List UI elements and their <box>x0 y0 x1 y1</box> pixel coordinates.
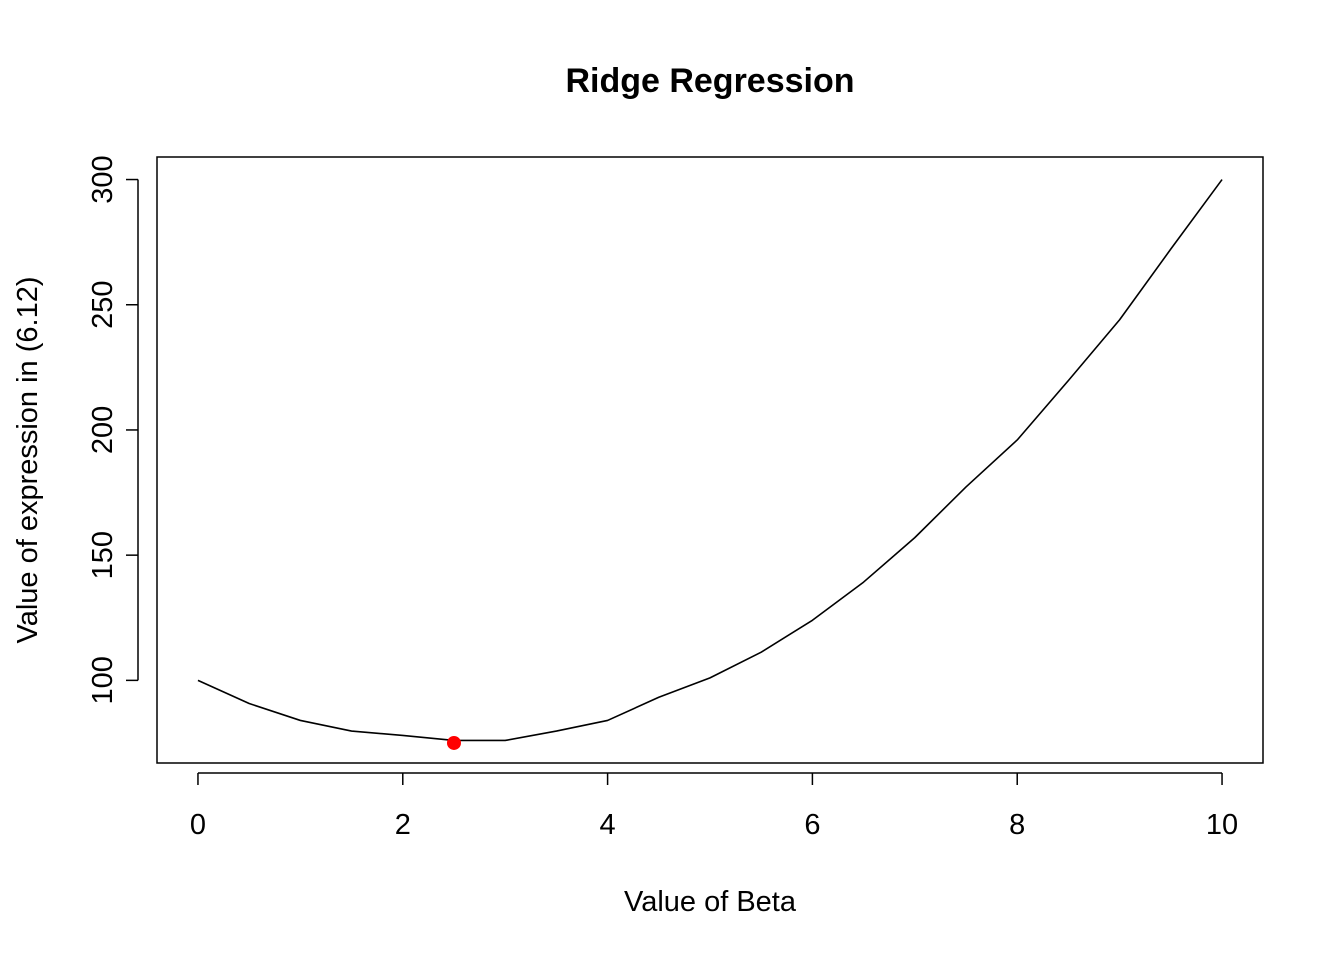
plot-frame <box>156 156 1264 764</box>
y-tick-label: 300 <box>87 155 119 203</box>
y-tick-label: 200 <box>87 406 119 454</box>
minimum-point <box>446 735 461 750</box>
x-tick-label: 8 <box>1009 809 1025 841</box>
x-tick-label: 6 <box>804 809 820 841</box>
y-tick-label: 250 <box>87 281 119 329</box>
x-tick-label: 2 <box>395 809 411 841</box>
y-tick-label: 100 <box>87 656 119 704</box>
x-tick-label: 4 <box>600 809 616 841</box>
x-tick-label: 0 <box>190 809 206 841</box>
chart-title: Ridge Regression <box>565 62 854 100</box>
y-tick-label: 150 <box>87 531 119 579</box>
series-line <box>197 179 1223 742</box>
y-axis: 100 150 200 250 300 <box>87 155 139 705</box>
y-axis-label: Value of expression in (6.12) <box>12 276 44 643</box>
x-tick-label: 10 <box>1206 809 1238 841</box>
x-axis: 0 2 4 6 8 10 <box>190 772 1238 841</box>
x-axis-label: Value of Beta <box>624 886 797 918</box>
series-group <box>197 179 1223 750</box>
